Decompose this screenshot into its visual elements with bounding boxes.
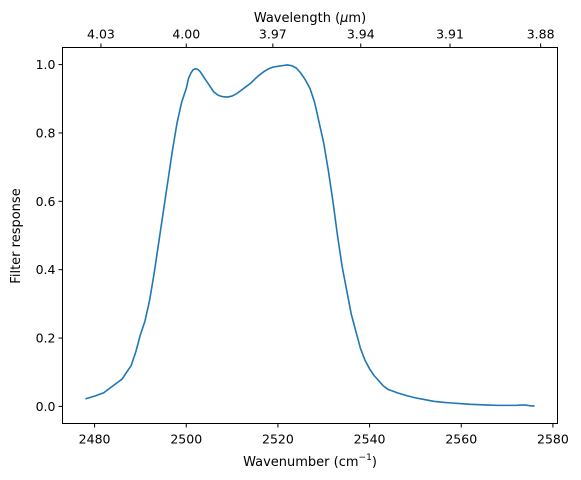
y-tick-label: 0.2 — [36, 331, 56, 346]
plot-frame — [62, 47, 558, 424]
top-tick-label: 4.03 — [87, 27, 115, 42]
top-tick-label: 4.00 — [172, 27, 200, 42]
top-axis-title: Wavelength (μm) — [254, 11, 366, 26]
x-tick-label: 2500 — [170, 432, 202, 447]
series-line — [85, 64, 535, 407]
y-tick-label: 0.0 — [36, 399, 56, 414]
y-tick-label: 1.0 — [36, 57, 56, 72]
x-tick-label: 2540 — [354, 432, 386, 447]
top-tick-label: 3.94 — [347, 27, 375, 42]
y-axis: 0.0 0.2 0.4 0.6 0.8 1.0 — [36, 57, 63, 414]
y-tick-label: 0.6 — [36, 194, 56, 209]
top-tick-label: 3.88 — [527, 27, 555, 42]
x-tick-label: 2580 — [537, 432, 569, 447]
x-tick-label: 2480 — [79, 432, 111, 447]
x-tick-label: 2560 — [445, 432, 477, 447]
y-tick-label: 0.8 — [36, 125, 56, 140]
top-x-axis: 4.03 4.00 3.97 3.94 3.91 3.88 — [87, 27, 555, 48]
y-tick-label: 0.4 — [36, 262, 56, 277]
y-axis-title: Filter response — [9, 188, 24, 283]
x-axis-title: Wavenumber (cm−1​) — [243, 453, 377, 470]
top-tick-label: 3.91 — [436, 27, 464, 42]
x-tick-label: 2520 — [262, 432, 294, 447]
bottom-x-axis: 2480 2500 2520 2540 2560 2580 — [79, 423, 569, 447]
top-tick-label: 3.97 — [259, 27, 287, 42]
